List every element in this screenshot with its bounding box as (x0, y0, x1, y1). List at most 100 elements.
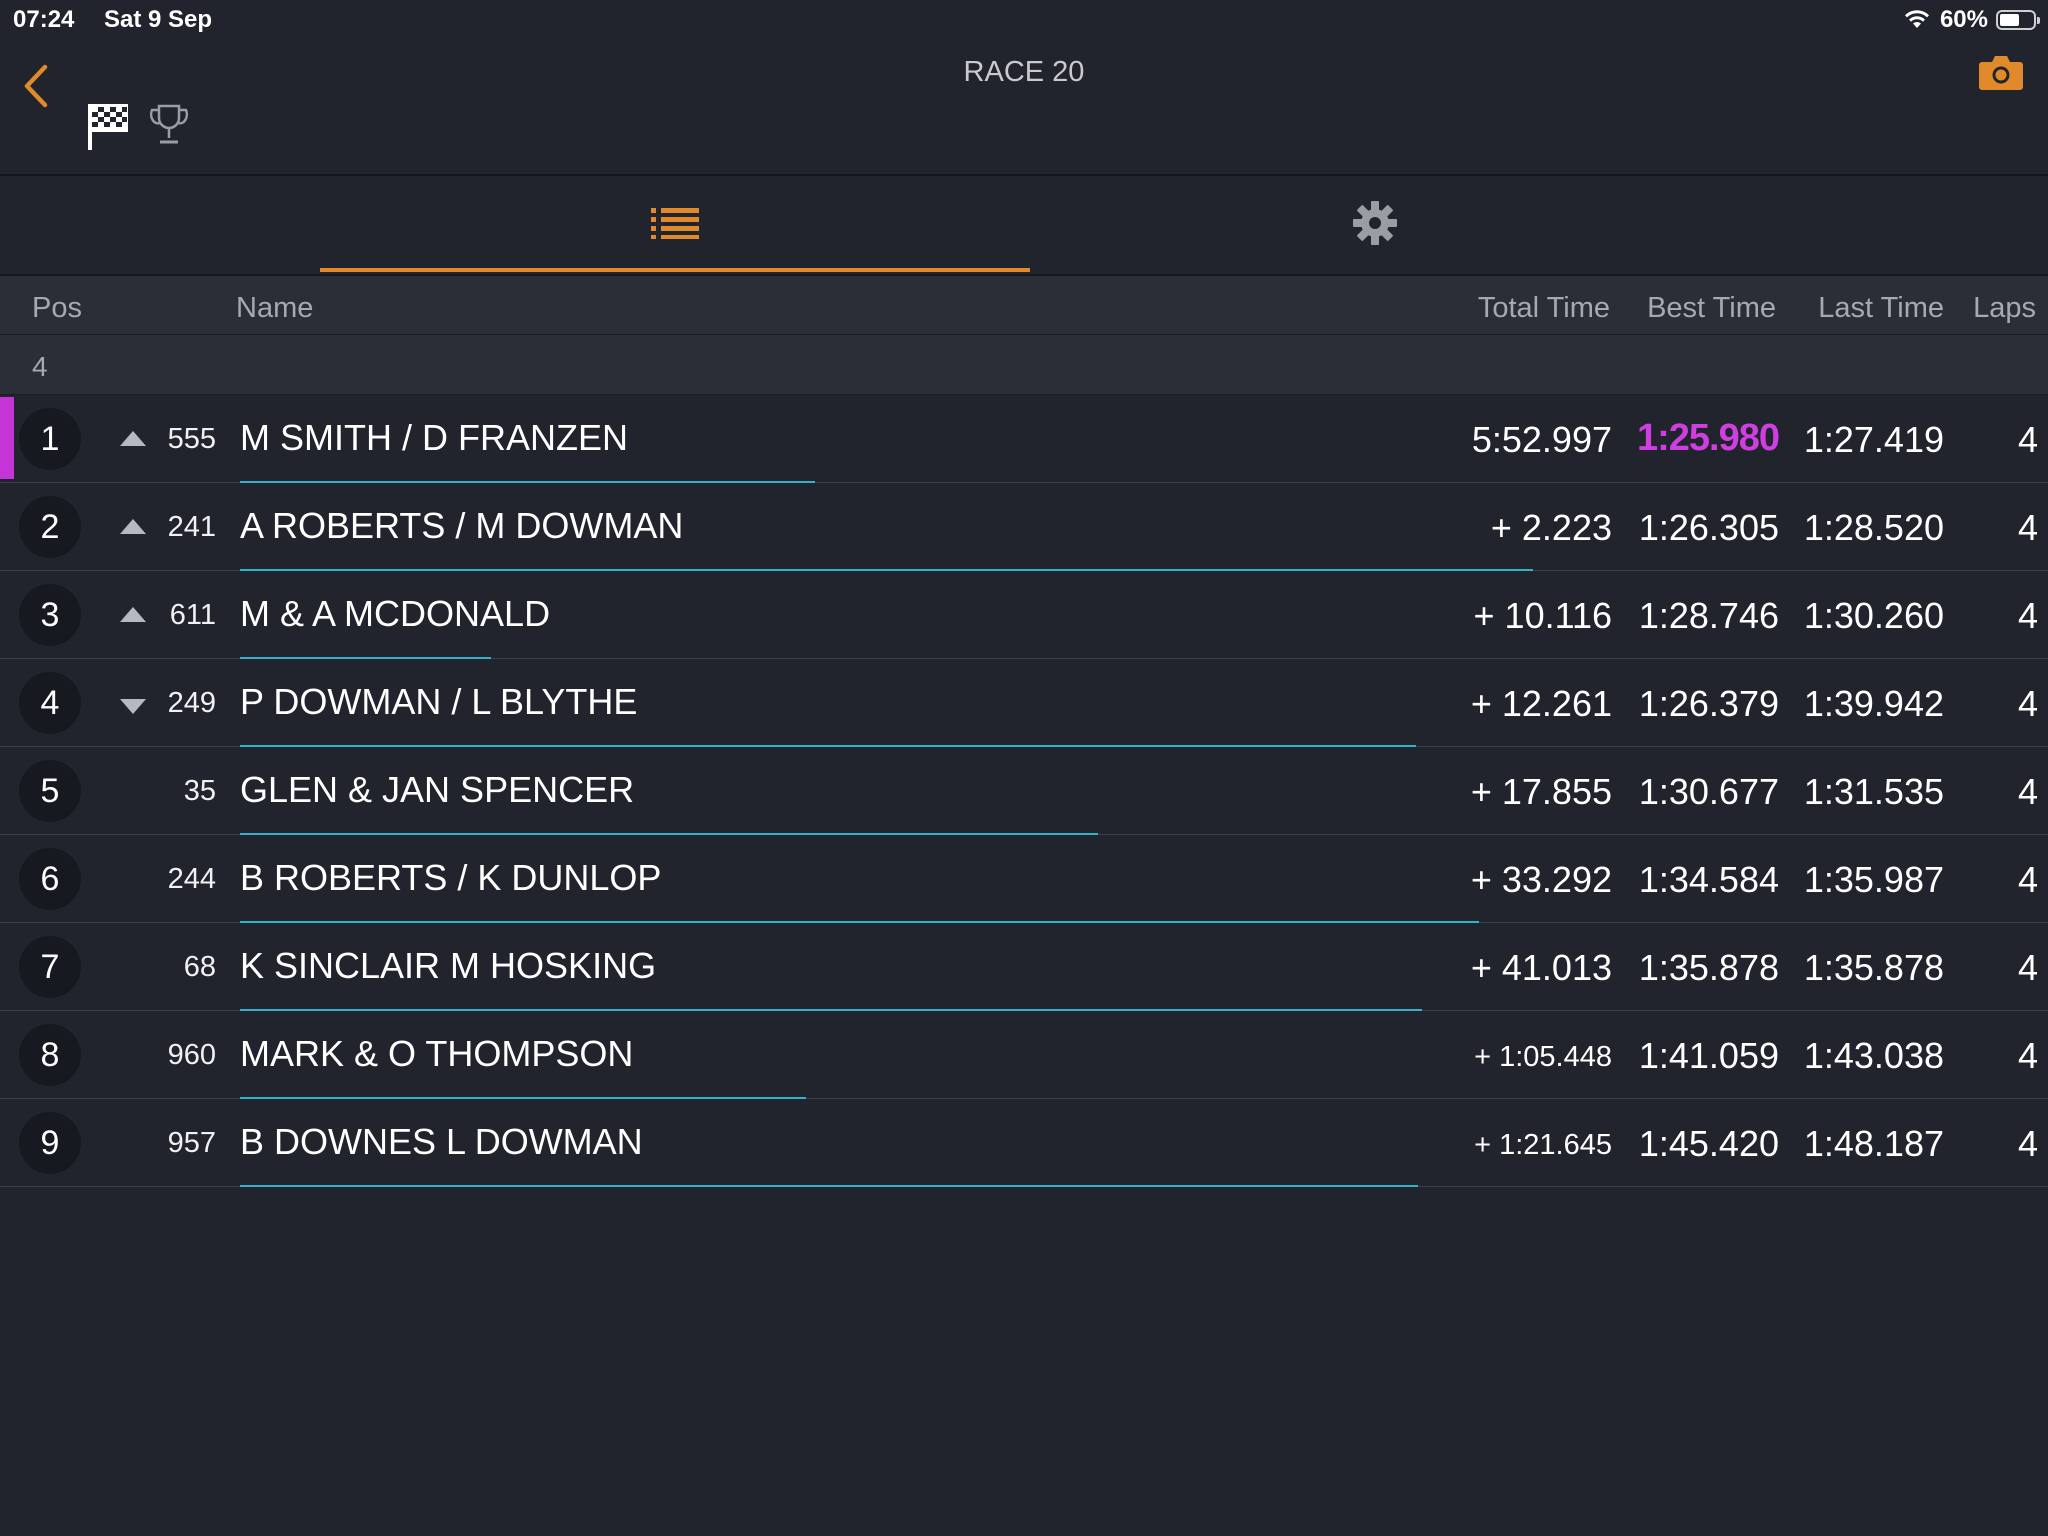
laps-count: 4 (2017, 683, 2038, 724)
kart-number: 957 (167, 1127, 216, 1159)
status-time: 07:24 (13, 6, 75, 33)
best-time: 1:45.420 (1638, 1123, 1779, 1164)
driver-name: B ROBERTS / K DUNLOP (240, 857, 662, 898)
position-down-icon (120, 699, 146, 714)
last-time: 1:35.878 (1803, 947, 1944, 988)
total-time: + 17.855 (1470, 771, 1612, 812)
driver-name: B DOWNES L DOWMAN (240, 1121, 643, 1162)
table-row[interactable]: 5 35 GLEN & JAN SPENCER + 17.855 1:30.67… (0, 747, 2048, 835)
total-time: + 33.292 (1470, 859, 1612, 900)
table-row[interactable]: 8 960 MARK & O THOMPSON + 1:05.448 1:41.… (0, 1011, 2048, 1099)
last-time: 1:31.535 (1803, 771, 1944, 812)
back-button[interactable] (14, 60, 58, 116)
camera-icon (1978, 56, 2024, 96)
leader-marker (0, 397, 14, 479)
laps-count: 4 (2017, 947, 2038, 988)
wifi-icon (1902, 6, 1932, 35)
best-time: 1:35.878 (1638, 947, 1779, 988)
status-right: 60% (1902, 4, 2040, 36)
column-header-pos: Pos (32, 292, 82, 324)
total-time: + 1:21.645 (1474, 1129, 1612, 1161)
position-badge: 1 (19, 408, 81, 470)
camera-button[interactable] (1978, 52, 2024, 97)
checkered-flag-icon[interactable] (86, 100, 132, 157)
trophy-icon[interactable] (148, 102, 190, 153)
position-badge: 5 (19, 760, 81, 822)
position-badge: 3 (19, 584, 81, 646)
last-time: 1:28.520 (1803, 507, 1944, 548)
driver-name: GLEN & JAN SPENCER (240, 769, 635, 810)
laps-count: 4 (2017, 771, 2038, 812)
table-row[interactable]: 2 241 A ROBERTS / M DOWMAN + 2.223 1:26.… (0, 483, 2048, 571)
laps-count: 4 (2017, 419, 2038, 460)
kart-number: 555 (167, 423, 216, 455)
battery-nub (2037, 17, 2040, 24)
tab-selected-indicator (320, 268, 1030, 272)
battery-percent: 60% (1939, 6, 1988, 33)
laps-count: 4 (2017, 595, 2038, 636)
progress-bar (240, 1185, 1418, 1187)
last-time: 1:35.987 (1803, 859, 1944, 900)
page-title: RACE 20 (963, 56, 1085, 88)
tab-settings[interactable] (1030, 176, 1720, 274)
last-time: 1:39.942 (1803, 683, 1944, 724)
best-time: 1:30.677 (1638, 771, 1779, 812)
last-time: 1:30.260 (1803, 595, 1944, 636)
tab-bar (0, 176, 2048, 274)
total-time: + 2.223 (1490, 507, 1612, 548)
results-table: 1 555 M SMITH / D FRANZEN 5:52.997 1:25.… (0, 395, 2048, 1187)
position-badge: 7 (19, 936, 81, 998)
driver-name: P DOWMAN / L BLYTHE (240, 681, 638, 722)
table-row[interactable]: 7 68 K SINCLAIR M HOSKING + 41.013 1:35.… (0, 923, 2048, 1011)
progress-bar (240, 1097, 806, 1099)
best-time: 1:34.584 (1638, 859, 1779, 900)
total-time: 5:52.997 (1471, 419, 1612, 460)
kart-number: 244 (167, 863, 216, 895)
progress-bar (240, 481, 815, 483)
tabs-divider (0, 274, 2048, 276)
position-badge: 8 (19, 1024, 81, 1086)
table-row[interactable]: 1 555 M SMITH / D FRANZEN 5:52.997 1:25.… (0, 395, 2048, 483)
gear-icon (1352, 200, 1398, 251)
last-time: 1:43.038 (1803, 1035, 1944, 1076)
best-time: 1:26.379 (1638, 683, 1779, 724)
table-row[interactable]: 9 957 B DOWNES L DOWMAN + 1:21.645 1:45.… (0, 1099, 2048, 1187)
driver-name: M SMITH / D FRANZEN (240, 417, 628, 458)
lap-group-header: 4 (0, 335, 2048, 395)
status-bar: 07:24 Sat 9 Sep 60% (0, 0, 2048, 40)
position-badge: 4 (19, 672, 81, 734)
total-time: + 12.261 (1470, 683, 1612, 724)
driver-name: M & A MCDONALD (240, 593, 551, 634)
kart-number: 249 (167, 687, 216, 719)
lap-group-label: 4 (32, 351, 48, 382)
total-time: + 1:05.448 (1474, 1041, 1612, 1073)
column-header-laps: Laps (1973, 292, 2036, 324)
table-row[interactable]: 4 249 P DOWMAN / L BLYTHE + 12.261 1:26.… (0, 659, 2048, 747)
table-row[interactable]: 6 244 B ROBERTS / K DUNLOP + 33.292 1:34… (0, 835, 2048, 923)
tab-results-list[interactable] (320, 176, 1030, 274)
chevron-left-icon (21, 63, 51, 114)
column-header-total-time: Total Time (1477, 292, 1610, 324)
position-badge: 9 (19, 1112, 81, 1174)
laps-count: 4 (2017, 859, 2038, 900)
best-time: 1:26.305 (1638, 507, 1779, 548)
laps-count: 4 (2017, 1123, 2038, 1164)
table-row[interactable]: 3 611 M & A MCDONALD + 10.116 1:28.746 1… (0, 571, 2048, 659)
progress-bar (240, 833, 1098, 835)
battery-icon (1996, 10, 2040, 30)
table-header: Pos Name Total Time Best Time Last Time … (0, 276, 2048, 335)
progress-bar (240, 745, 1416, 747)
driver-name: K SINCLAIR M HOSKING (240, 945, 657, 986)
kart-number: 611 (169, 599, 216, 631)
progress-bar (240, 569, 1533, 571)
header: RACE 20 (0, 40, 2048, 174)
progress-bar (240, 657, 491, 659)
progress-bar (240, 921, 1479, 923)
best-time: 1:28.746 (1638, 595, 1779, 636)
best-time: 1:25.980 (1636, 417, 1780, 459)
position-up-icon (120, 431, 146, 446)
position-up-icon (120, 607, 146, 622)
battery-fill (2000, 14, 2019, 26)
laps-count: 4 (2017, 1035, 2038, 1076)
last-time: 1:48.187 (1803, 1123, 1944, 1164)
